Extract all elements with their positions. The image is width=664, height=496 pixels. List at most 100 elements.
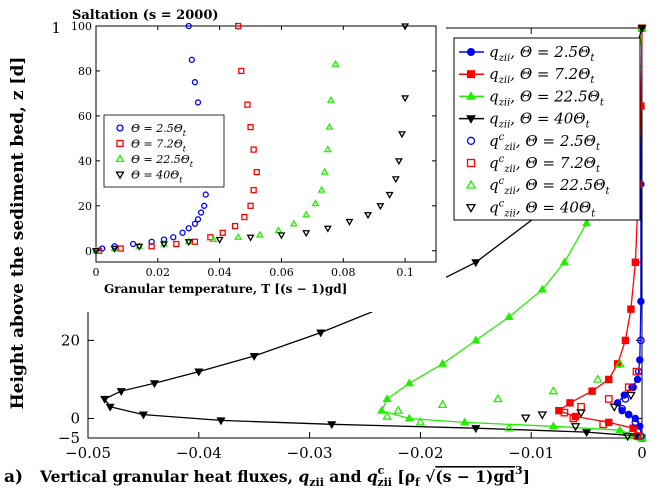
inset-legend-label: Θ = 7.2Θt [131,138,187,154]
inset-series [92,22,410,256]
main-data-point [327,421,337,430]
inset-data-point [160,241,168,249]
main-data-point [621,336,630,345]
inset-y-tick-label: 60 [78,110,92,123]
main-y-tick-label: 0 [70,409,80,427]
main-series-5 [560,367,642,440]
inset-y-tick-label: 40 [78,155,92,168]
inset-x-tick-label: 0.1 [396,266,414,279]
inset-x-tick-label: 0.02 [146,266,171,279]
inset-y-tick-label: 20 [78,200,92,213]
inset-y-tick-label: 80 [78,65,92,78]
main-data-point [548,421,558,430]
main-data-point [627,305,635,313]
main-data-point [621,395,630,403]
legend-marker [466,136,476,145]
main-x-tick-label: 0 [637,444,647,462]
main-data-point [415,417,426,426]
inset-data-point [191,220,199,227]
inset-data-point [323,145,332,153]
main-data-point [633,432,642,440]
main-data-point [105,403,115,412]
inset-data-point [394,158,403,166]
inset-series-3 [92,23,410,256]
inset-data-point [331,59,340,67]
main-x-axis-label: a) Vertical granular heat fluxes, qzii a… [4,464,530,489]
inset-legend-label: Θ = 2.5Θt [131,122,187,138]
inset-data-point [246,234,255,242]
main-data-point [588,387,596,395]
inset-legend-marker [116,124,124,132]
main-data-point [582,218,592,227]
inset-data-point [135,243,144,251]
main-data-point [555,406,563,415]
inset-series-1 [95,22,260,254]
main-data-point [377,405,387,414]
legend-marker [465,179,477,189]
inset-data-point [317,185,326,193]
inset-y-tick-label: 100 [71,20,92,33]
main-data-point [216,417,226,426]
main-data-point [194,368,204,377]
main-data-point [615,358,625,368]
main-data-point [438,358,448,367]
inset-data-point [201,202,208,209]
inset-legend-marker [115,171,125,180]
main-data-point [571,412,580,421]
inset-data-point [194,99,202,106]
inset-plot: Saltation (s = 2000) 0 0.02 0.04 0.06 0.08 0.… [60,8,446,312]
main-data-point [382,394,392,403]
inset-data-point [170,234,177,241]
main-x-tick-label: −0.01 [508,444,554,462]
inset-data-point [385,191,394,199]
inset-data-point [185,225,192,232]
main-data-point [605,418,613,427]
main-data-point [537,284,547,293]
inset-data-point [202,191,209,198]
main-data-point [592,374,603,383]
main-data-point [249,352,259,361]
main-data-point [631,258,640,266]
main-legend-label: qzii, Θ = 7.2Θt [489,65,595,86]
main-data-point [637,24,647,33]
inset-data-point [110,245,119,253]
inset-legend-label: Θ = 40Θt [131,169,183,185]
main-data-point [624,410,633,419]
inset-ticks: 0 0.02 0.04 0.06 0.08 0.1 0 20 40 60 80 100 [71,20,436,279]
inset-data-point [148,243,155,250]
main-data-point [471,335,481,344]
main-legend-label: qczii, Θ = 40Θt [489,198,596,219]
main-x-tick-label: −0.04 [176,444,222,462]
main-data-point [569,414,578,423]
main-data-point [629,383,637,392]
inset-x-axis-label: Granular temperature, T [(s − 1)gd] [104,282,347,296]
main-data-point [559,257,569,266]
main-data-point [504,423,514,432]
panel-label: a) [4,467,23,487]
inset-data-point [238,67,245,75]
main-data-point [404,378,414,387]
inset-data-point [234,232,243,240]
main-data-point [100,395,110,404]
inset-data-point [191,238,199,245]
main-legend-label: qzii, Θ = 22.5Θt [489,87,605,108]
main-data-point [566,399,574,407]
inset-data-point [255,230,264,238]
inset-data-point [253,168,260,176]
legend-marker [466,91,476,100]
main-data-point [138,411,148,420]
inset-data-point [231,222,239,230]
main-data-point [116,388,126,396]
inset-data-point [209,235,218,243]
inset-data-point [244,101,251,108]
inset-legend-marker [116,139,124,148]
main-data-point [570,423,581,432]
main-y-tick-label: −5 [58,429,80,447]
inset-data-point [188,56,195,63]
inset-data-point [364,212,372,220]
inset-data-point [401,23,410,31]
main-x-tick-label: −0.03 [287,444,333,462]
inset-data-point [219,229,226,236]
